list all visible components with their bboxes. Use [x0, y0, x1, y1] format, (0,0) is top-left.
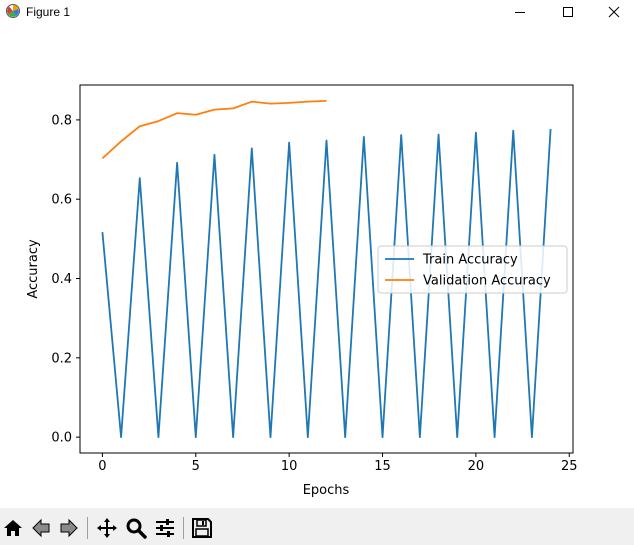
maximize-button[interactable]: [545, 0, 591, 24]
forward-arrow-icon: [60, 518, 78, 538]
line-chart: 0 5 10 15 20 25 0.0 0.2 0.4 0.6 0.8 Epochs Accura…: [26, 84, 578, 498]
window-title: Figure 1: [26, 5, 71, 19]
close-button[interactable]: [591, 0, 634, 24]
close-icon: [608, 6, 620, 18]
back-arrow-icon: [32, 518, 50, 538]
maximize-icon: [563, 7, 573, 17]
x-tick-label: 0: [98, 459, 106, 474]
legend-label-train: Train Accuracy: [422, 253, 518, 268]
x-axis-label: Epochs: [303, 483, 350, 498]
x-tick-label: 15: [374, 459, 391, 474]
save-button[interactable]: [190, 516, 214, 540]
zoom-icon: [126, 518, 147, 539]
y-tick-label: 0.0: [51, 431, 72, 446]
x-tick-label: 25: [561, 459, 578, 474]
forward-button[interactable]: [57, 516, 81, 540]
toolbar-separator: [87, 517, 88, 539]
x-tick-label: 20: [468, 459, 485, 474]
home-icon: [4, 520, 22, 536]
configure-subplots-button[interactable]: [153, 516, 177, 540]
matplotlib-figure-icon: [5, 3, 21, 19]
y-tick-label: 0.8: [51, 113, 72, 128]
move-icon: [97, 518, 117, 538]
x-tick-label: 5: [192, 459, 200, 474]
back-button[interactable]: [29, 516, 53, 540]
navigation-toolbar: [0, 508, 634, 545]
figure-canvas[interactable]: 0 5 10 15 20 25 0.0 0.2 0.4 0.6 0.8 Epochs Accura…: [0, 24, 634, 508]
y-axis-label: Accuracy: [26, 239, 41, 299]
minimize-icon: [515, 12, 525, 13]
toolbar-separator: [183, 517, 184, 539]
y-tick-label: 0.2: [51, 351, 72, 366]
x-tick-label: 10: [281, 459, 298, 474]
y-tick-label: 0.4: [51, 272, 72, 287]
axes-frame: [79, 84, 574, 454]
window-titlebar[interactable]: Figure 1: [0, 0, 634, 24]
legend-label-validation: Validation Accuracy: [423, 274, 551, 289]
series-line-train: [101, 128, 552, 439]
save-icon: [192, 518, 212, 538]
zoom-button[interactable]: [124, 516, 148, 540]
pan-button[interactable]: [95, 516, 119, 540]
legend-box: [377, 245, 568, 294]
legend: Train Accuracy Validation Accuracy: [377, 245, 568, 294]
sliders-icon: [156, 519, 174, 537]
home-button[interactable]: [1, 516, 25, 540]
series-line-validation: [101, 99, 327, 160]
minimize-button[interactable]: [497, 0, 543, 24]
y-tick-label: 0.6: [51, 193, 72, 208]
